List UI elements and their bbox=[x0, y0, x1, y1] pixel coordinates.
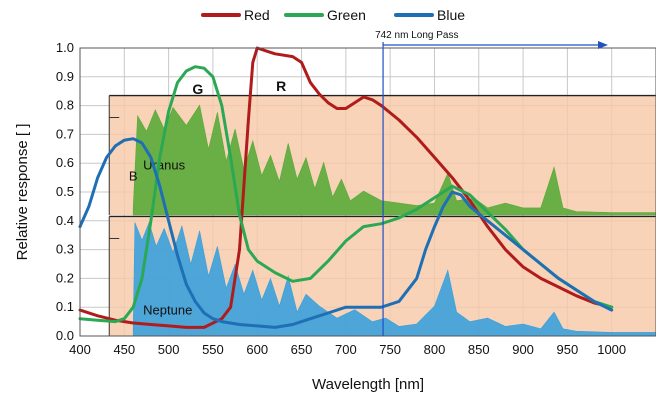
plot-frame bbox=[79, 47, 656, 337]
channel-labels: G R B bbox=[129, 78, 286, 183]
y-tick-label: 0.1 bbox=[56, 299, 74, 314]
x-tick-label: 800 bbox=[424, 342, 446, 357]
x-tick-label: 500 bbox=[158, 342, 180, 357]
y-tick-label: 0.4 bbox=[56, 213, 74, 228]
y-tick-label: 1.0 bbox=[56, 40, 74, 55]
x-tick-label: 1000 bbox=[597, 342, 626, 357]
y-tick-label: 0.3 bbox=[56, 242, 74, 257]
x-tick-label: 650 bbox=[291, 342, 313, 357]
x-tick-label: 550 bbox=[202, 342, 224, 357]
y-tick-label: 0.2 bbox=[56, 270, 74, 285]
inset-label-neptune: Neptune bbox=[143, 302, 192, 317]
y-tick-label: 0.6 bbox=[56, 155, 74, 170]
legend-label-green: Green bbox=[327, 7, 366, 23]
x-tick-label: 600 bbox=[246, 342, 268, 357]
legend-label-blue: Blue bbox=[437, 7, 465, 23]
y-tick-label: 0.5 bbox=[56, 184, 74, 199]
legend: Red Green Blue bbox=[201, 7, 465, 23]
series-lines bbox=[78, 46, 614, 329]
series-line-blue bbox=[78, 137, 614, 329]
channel-label-b: B bbox=[129, 168, 138, 183]
y-tick-label: 0.9 bbox=[56, 69, 74, 84]
x-tick-label: 950 bbox=[557, 342, 579, 357]
y-tick-label: 0.7 bbox=[56, 126, 74, 141]
series-line-green bbox=[78, 65, 614, 324]
x-tick-label: 750 bbox=[379, 342, 401, 357]
x-tick-label: 400 bbox=[69, 342, 91, 357]
axes: 0.0 0.1 0.2 0.3 0.4 0.5 0.6 0.7 0.8 0.9 1.0 400 450 5… bbox=[56, 40, 656, 357]
y-axis-title: Relative response [ ] bbox=[14, 124, 31, 261]
filter-marker: 742 nm Long Pass bbox=[375, 30, 608, 336]
filter-label: 742 nm Long Pass bbox=[375, 30, 458, 41]
x-axis-title: Wavelength [nm] bbox=[312, 376, 424, 393]
x-tick-label: 450 bbox=[113, 342, 135, 357]
y-tick-label: 0.8 bbox=[56, 98, 74, 113]
series-line-red bbox=[78, 46, 614, 329]
legend-label-red: Red bbox=[244, 7, 270, 23]
channel-label-r: R bbox=[276, 78, 286, 94]
inset-label-uranus: Uranus bbox=[143, 158, 185, 173]
channel-label-g: G bbox=[192, 81, 203, 97]
y-tick-label: 0.0 bbox=[56, 328, 74, 343]
spectrum-uranus bbox=[132, 104, 656, 216]
x-tick-label: 700 bbox=[335, 342, 357, 357]
x-tick-label: 900 bbox=[512, 342, 534, 357]
filter-arrowhead bbox=[598, 41, 608, 49]
x-tick-label: 850 bbox=[468, 342, 490, 357]
